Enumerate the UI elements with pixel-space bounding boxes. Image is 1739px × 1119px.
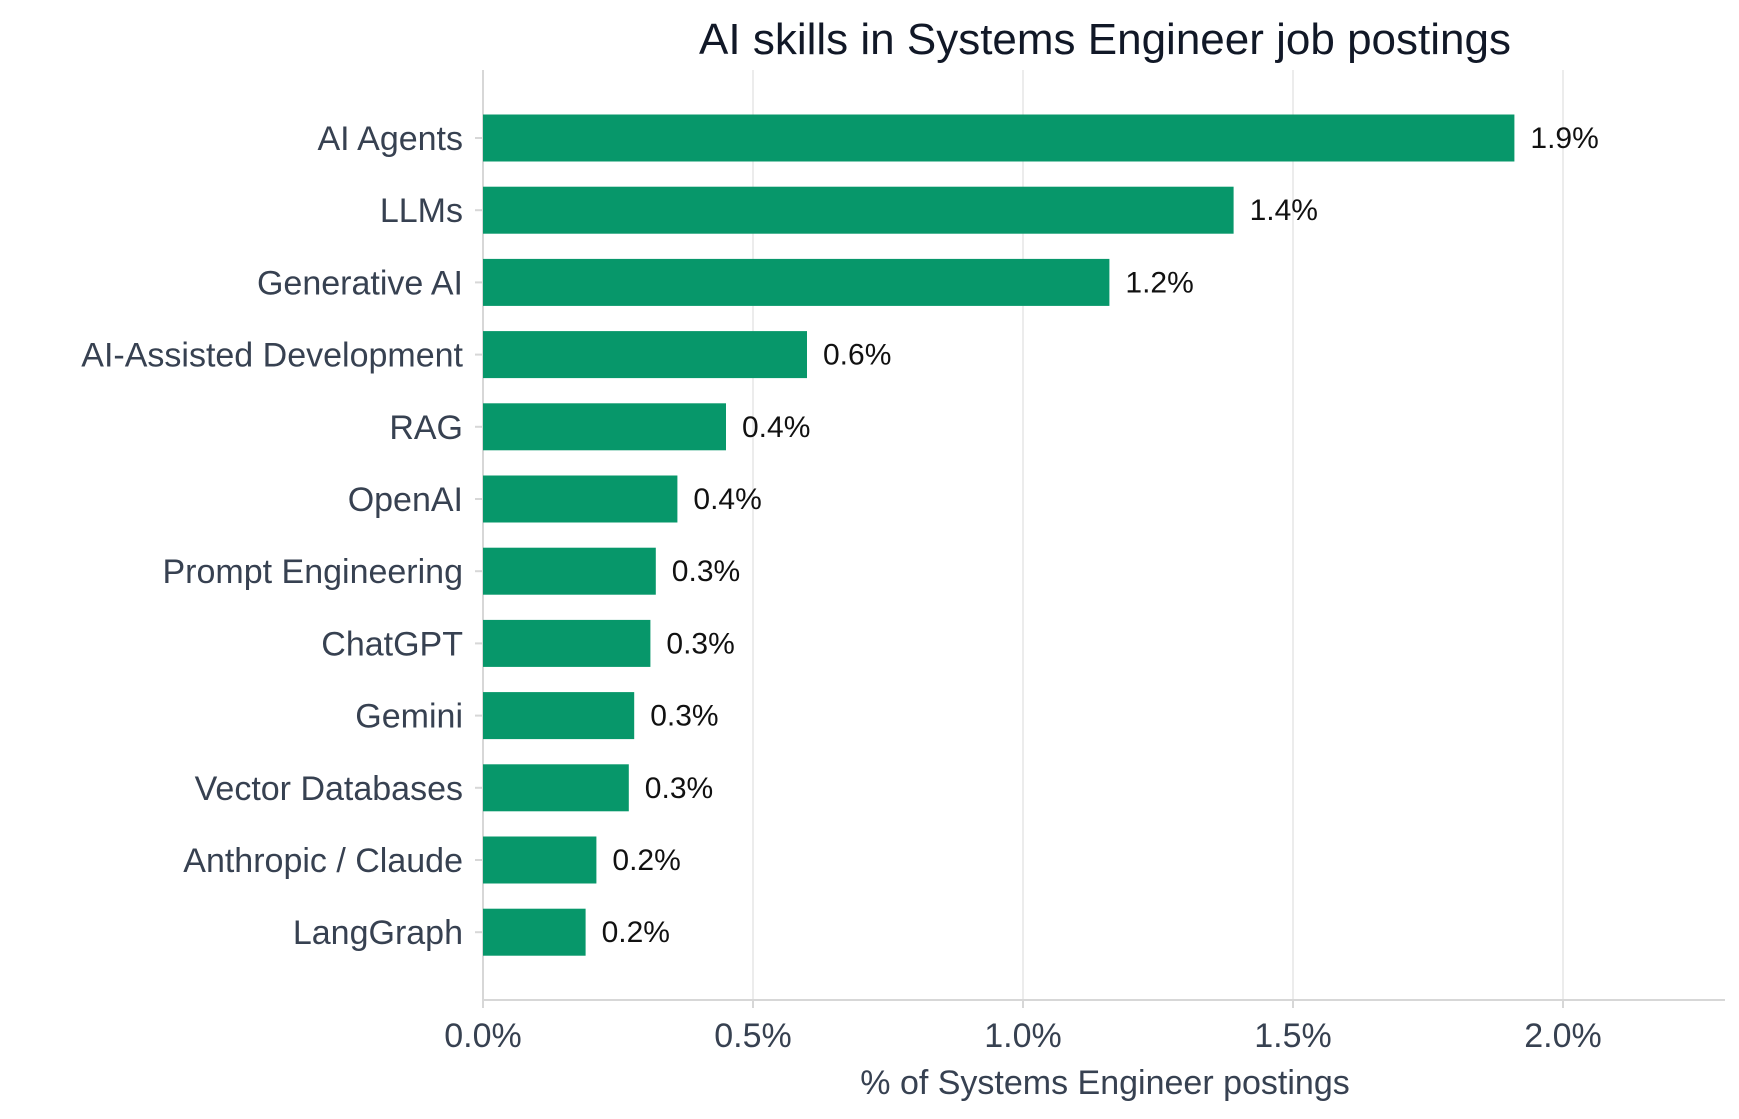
bar-value-label: 0.2% [602,916,670,949]
category-label: Vector Databases [195,770,463,808]
bar [483,114,1515,162]
x-tick-label: 0.5% [714,1017,792,1055]
x-axis-title: % of Systems Engineer postings [860,1064,1349,1102]
chart-title: AI skills in Systems Engineer job postin… [699,15,1511,64]
bar [483,692,635,740]
bar [483,836,597,884]
category-label: Generative AI [257,264,463,302]
bar-value-label: 0.4% [693,483,761,516]
x-tick-label: 0.0% [444,1017,522,1055]
bar [483,547,656,595]
category-label: Prompt Engineering [162,553,463,591]
x-tick-label: 2.0% [1524,1017,1602,1055]
bar-value-label: 1.4% [1250,194,1318,227]
bars [483,114,1515,956]
category-label: Gemini [355,698,463,736]
category-label: RAG [389,409,463,447]
bar [483,619,651,667]
bar [483,186,1234,234]
bar-value-label: 0.2% [612,844,680,877]
bar-value-label: 0.6% [823,339,891,372]
category-label: AI-Assisted Development [81,337,463,375]
bar-value-label: 0.3% [645,772,713,805]
bar-value-label: 1.2% [1125,266,1193,299]
bar [483,258,1110,306]
bar-value-label: 1.9% [1530,122,1598,155]
bar-value-label: 0.3% [672,555,740,588]
bar [483,331,807,379]
category-label: AI Agents [317,120,463,158]
bar [483,475,678,523]
category-label: LangGraph [293,914,463,952]
bar [483,764,629,812]
category-label: OpenAI [348,481,463,519]
category-label: ChatGPT [321,625,463,663]
labels: 0.0% 0.5% 1.0% 1.5% 2.0% AI Agents 1.9% LLMs 1.4… [81,120,1601,1055]
x-tick-label: 1.5% [1254,1017,1332,1055]
bar-value-label: 0.4% [742,411,810,444]
bar [483,908,586,956]
category-label: Anthropic / Claude [183,842,463,880]
bar [483,403,726,451]
category-label: LLMs [380,192,463,230]
x-tick-label: 1.0% [984,1017,1062,1055]
bar-value-label: 0.3% [650,700,718,733]
bar-value-label: 0.3% [666,627,734,660]
